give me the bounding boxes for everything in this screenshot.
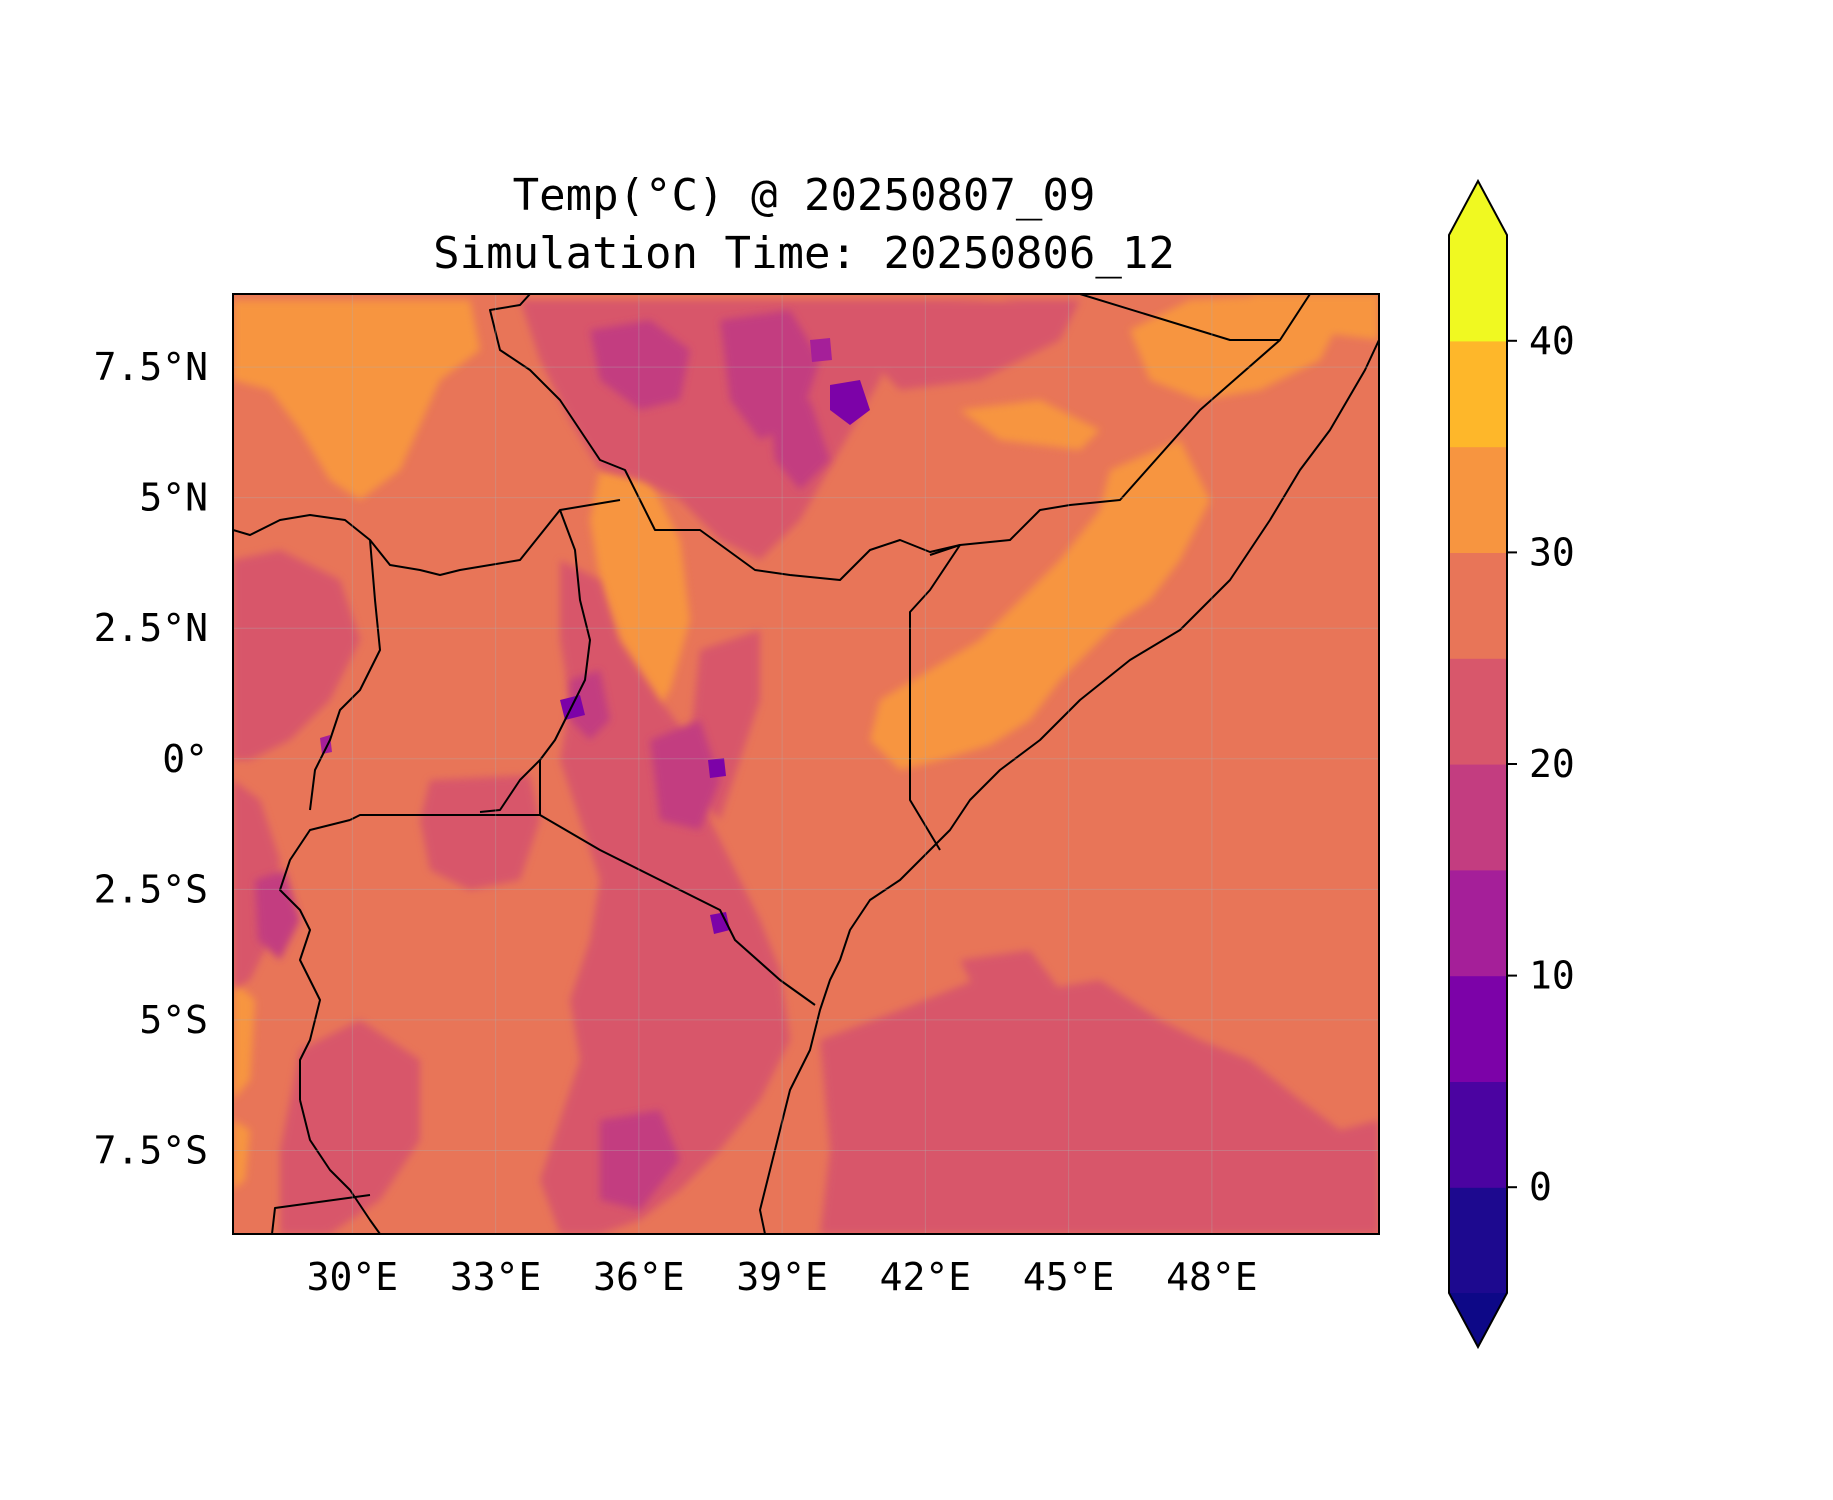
lon-tick-label: 42°E	[880, 1255, 972, 1299]
border-rwanda-burundi	[279, 819, 351, 1100]
lat-tick-label: 5°S	[139, 998, 208, 1042]
border-uganda-drc	[309, 539, 381, 811]
colorbar-segment	[1449, 764, 1507, 871]
colorbar-tick-label: 30	[1529, 530, 1575, 574]
colorbar-segment	[1449, 1187, 1507, 1294]
country-borders	[233, 294, 1379, 1234]
colorbar-segment	[1449, 235, 1507, 342]
colorbar-tick-label: 10	[1529, 954, 1575, 998]
lon-tick-label: 36°E	[593, 1255, 685, 1299]
border-kenya-somalia	[909, 544, 961, 851]
colorbar-segment	[1449, 869, 1507, 977]
border-kenya-tanzania	[539, 814, 816, 1006]
latitude-ticks: 7.5°N 5°N 2.5°N 0° 2.5°S 5°S 7.5°S	[94, 345, 208, 1172]
map-panel	[233, 294, 1379, 1234]
colorbar-over-arrow	[1449, 181, 1507, 235]
colorbar-under-arrow	[1449, 1293, 1507, 1347]
colorbar-tick-label: 20	[1529, 742, 1575, 786]
lon-tick-label: 39°E	[736, 1255, 828, 1299]
longitude-ticks: 30°E 33°E 36°E 39°E 42°E 45°E 48°E	[307, 1255, 1258, 1299]
lat-tick-label: 2.5°S	[94, 867, 208, 911]
colorbar-segment	[1449, 1081, 1507, 1188]
colorbar-segment	[1449, 446, 1507, 553]
colorbar-outline	[1448, 178, 1508, 1350]
lat-tick-label: 7.5°S	[94, 1128, 208, 1172]
colorbar-tick-label: 0	[1529, 1165, 1552, 1209]
border-tanzania-zambia	[271, 1194, 371, 1234]
colorbar-segment	[1449, 975, 1507, 1082]
map-frame	[232, 293, 1380, 1235]
lake-victoria-shore	[479, 759, 541, 813]
coastline	[759, 339, 1379, 1234]
lon-tick-label: 48°E	[1166, 1255, 1258, 1299]
border-uganda-kenya	[539, 509, 591, 815]
border-southsudan-uganda	[233, 499, 621, 576]
border-southsudan-ethiopia	[489, 294, 641, 501]
colorbar-tick-label: 40	[1529, 319, 1575, 363]
colorbar-segment	[1449, 658, 1507, 765]
lon-tick-label: 45°E	[1023, 1255, 1115, 1299]
border-somalia-ethiopia-south	[929, 339, 1281, 556]
colorbar: 0 10 20 30 40	[1448, 178, 1575, 1350]
coldest-patches	[320, 338, 870, 934]
colorbar-segment	[1449, 340, 1507, 448]
map-gridlines	[233, 294, 1379, 1234]
lat-tick-label: 7.5°N	[94, 345, 208, 389]
border-tanzania-uganda	[349, 814, 540, 821]
lat-tick-label: 5°N	[139, 476, 208, 520]
border-tanzania-drc	[299, 1099, 381, 1234]
map-title-line2: Simulation Time: 20250806_12	[433, 228, 1175, 279]
border-kenya-ethiopia	[639, 499, 961, 581]
lat-tick-label: 0°	[162, 737, 208, 781]
colorbar-segment	[1449, 552, 1507, 659]
lon-tick-label: 30°E	[307, 1255, 399, 1299]
map-title-line1: Temp(°C) @ 20250807_09	[513, 170, 1096, 221]
border-somalia-ethiopia	[1079, 294, 1311, 341]
lat-tick-label: 2.5°N	[94, 606, 208, 650]
lon-tick-label: 33°E	[450, 1255, 542, 1299]
cold-zones	[255, 310, 830, 1210]
